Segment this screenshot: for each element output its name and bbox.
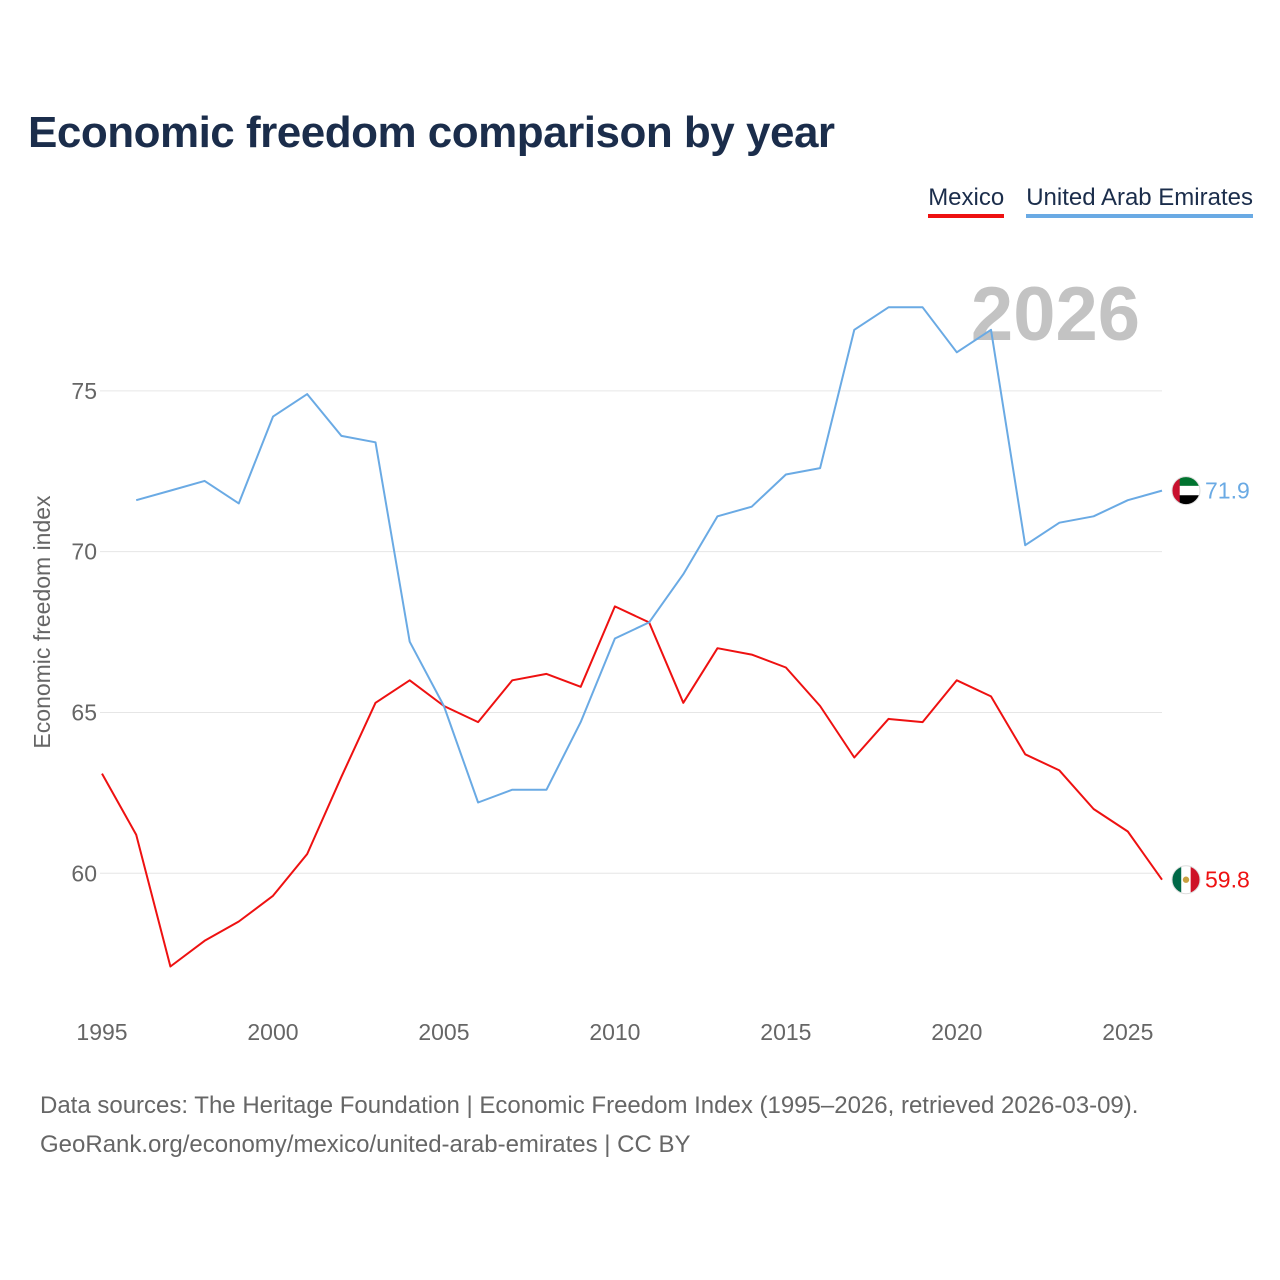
x-tick-label: 2020 <box>931 1019 982 1045</box>
source-note: Data sources: The Heritage Foundation | … <box>40 1086 1138 1164</box>
legend-item-mexico[interactable]: Mexico <box>928 184 1005 218</box>
end-value-label: 71.9 <box>1205 478 1250 504</box>
y-tick-label: 70 <box>71 539 97 565</box>
series-layer <box>101 306 1163 968</box>
x-tick-label: 2000 <box>247 1019 298 1045</box>
end-markers: 59.8 71.9 <box>1171 476 1250 895</box>
series-line-united-arab-emirates[interactable] <box>135 306 1163 804</box>
x-tick-label: 1995 <box>76 1019 127 1045</box>
x-tick-label: 2005 <box>418 1019 469 1045</box>
y-tick-label: 60 <box>71 860 97 886</box>
uae-flag-icon <box>1172 476 1200 505</box>
x-axis-ticks: 1995 2000 2005 2010 2015 2020 2025 <box>76 1019 1153 1045</box>
source-line-1: Data sources: The Heritage Foundation | … <box>40 1092 1139 1119</box>
chart-area: 2026 60 65 70 75 1995 2000 2005 2010 2015 2020 20… <box>29 272 1250 1045</box>
y-axis-ticks: 60 65 70 75 <box>71 378 97 886</box>
year-watermark: 2026 <box>971 272 1140 357</box>
legend-item-united-arab-emirates[interactable]: United Arab Emirates <box>1026 184 1253 218</box>
y-axis-label: Economic freedom index <box>29 495 55 749</box>
x-tick-label: 2025 <box>1102 1019 1153 1045</box>
legend: Mexico United Arab Emirates <box>928 184 1253 218</box>
x-tick-label: 2015 <box>760 1019 811 1045</box>
y-tick-label: 75 <box>71 378 97 404</box>
y-tick-label: 65 <box>71 699 97 725</box>
chart-title: Economic freedom comparison by year <box>28 108 835 157</box>
end-value-label: 59.8 <box>1205 867 1250 893</box>
grid-lines <box>100 390 1162 874</box>
mexico-flag-icon <box>1172 865 1200 894</box>
series-line-mexico[interactable] <box>101 605 1163 968</box>
source-line-2[interactable]: GeoRank.org/economy/mexico/united-arab-e… <box>40 1131 691 1158</box>
x-tick-label: 2010 <box>589 1019 640 1045</box>
